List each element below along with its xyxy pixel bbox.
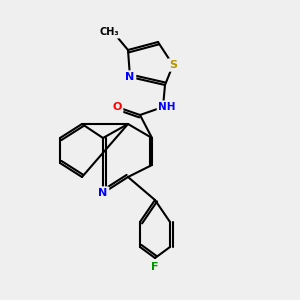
- Text: S: S: [169, 60, 177, 70]
- Text: NH: NH: [158, 102, 176, 112]
- Text: N: N: [125, 72, 135, 82]
- Text: F: F: [151, 262, 159, 272]
- Text: O: O: [112, 102, 122, 112]
- Text: CH₃: CH₃: [99, 27, 119, 37]
- Text: N: N: [98, 188, 108, 198]
